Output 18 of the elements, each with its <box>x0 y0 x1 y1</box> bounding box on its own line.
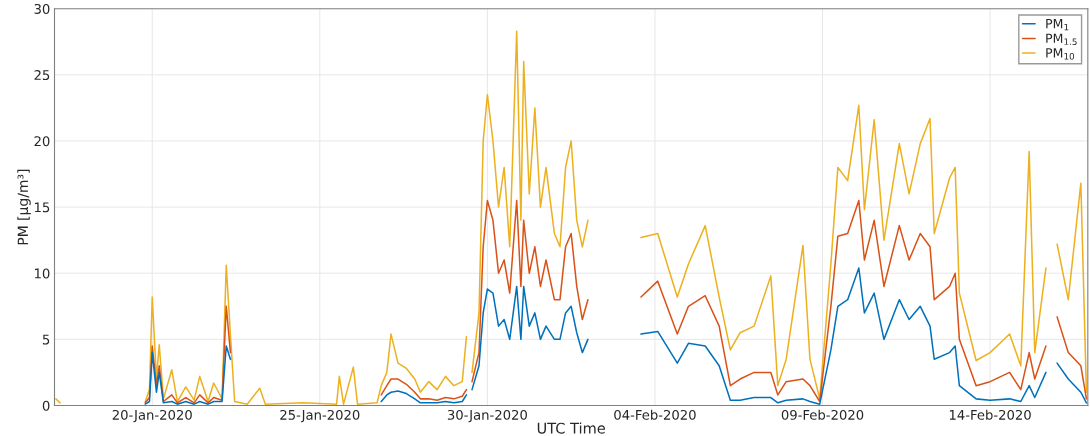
y-tick-label: 25 <box>34 70 50 81</box>
y-tick-label: 0 <box>42 400 50 411</box>
y-tick-label: 15 <box>34 202 50 213</box>
legend-label: PM$_{10}$ <box>1046 48 1075 60</box>
y-tick-label: 5 <box>42 334 50 345</box>
x-tick-label: 14-Feb-2020 <box>949 409 1031 420</box>
x-axis-title: UTC Time <box>537 422 605 434</box>
x-tick-label: 30-Jan-2020 <box>447 409 527 423</box>
x-tick-label: 09-Feb-2020 <box>781 409 864 420</box>
x-tick-label: 04-Feb-2020 <box>614 409 696 420</box>
y-tick-label: 30 <box>34 3 50 14</box>
legend-label: PM$_{1.5}$ <box>1046 33 1077 45</box>
legend-label: PM$_{1}$ <box>1046 19 1069 31</box>
y-tick-label: 20 <box>34 136 50 147</box>
y-axis-title: PM [μg/m³] <box>17 169 31 245</box>
x-tick-label: 20-Jan-2020 <box>112 409 192 423</box>
x-tick-label: 25-Jan-2020 <box>280 409 360 423</box>
y-tick-label: 10 <box>34 268 50 279</box>
